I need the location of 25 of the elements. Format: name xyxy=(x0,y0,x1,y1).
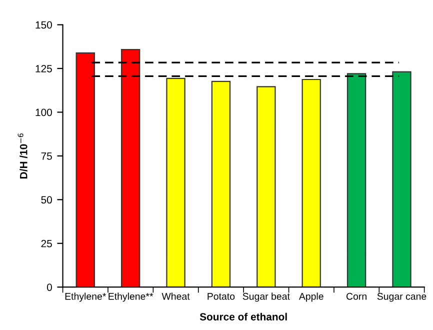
y-tick-label: 75 xyxy=(41,152,52,160)
x-tick-label: Ethylene** xyxy=(108,292,154,302)
x-tick-label: Wheat xyxy=(162,292,190,300)
bar xyxy=(392,71,412,288)
bar xyxy=(346,73,366,288)
x-tick-label: Sugar beat xyxy=(242,292,290,302)
bar xyxy=(120,49,140,288)
x-tick-label: Corn xyxy=(346,292,366,300)
x-tick-label: Sugar cane xyxy=(377,292,426,302)
x-tick-label: Apple xyxy=(298,292,324,302)
y-tick-label: 125 xyxy=(36,64,52,72)
bar xyxy=(166,78,186,288)
bar xyxy=(76,52,95,288)
bar xyxy=(211,80,231,288)
bar xyxy=(256,86,276,288)
x-tick-label: Ethylene* xyxy=(65,292,106,302)
y-tick-label: 150 xyxy=(36,21,52,29)
x-tick-label: Potato xyxy=(208,293,235,300)
y-tick-label: 50 xyxy=(41,196,52,204)
bar xyxy=(302,78,321,288)
y-tick-label: 25 xyxy=(41,240,52,248)
y-axis-title: D/H /10$^{−6}$ xyxy=(18,133,28,178)
y-tick-label: 100 xyxy=(36,108,52,116)
y-tick-label: 0 xyxy=(46,284,52,291)
x-axis-title: Source of ethanol xyxy=(200,312,287,320)
